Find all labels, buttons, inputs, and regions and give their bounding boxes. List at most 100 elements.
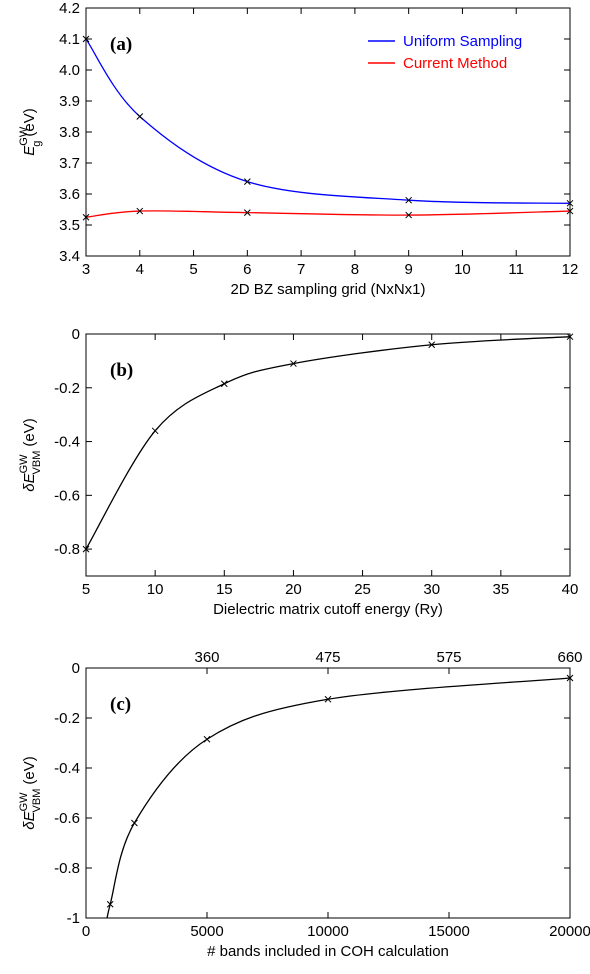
x-tick-label: 8: [351, 261, 359, 278]
x-tick-label: 3: [82, 261, 90, 278]
chart-panel-1: 3 4 5 6 7 8 9 10 11 12 3.4 3.5 3.6 3.7 3.8 3.9 4.0 4.1 4.2…: [18, 0, 578, 298]
x-tick-label: 40: [562, 581, 579, 598]
y-tick-label: 3.6: [59, 186, 80, 203]
data-point: [243, 178, 251, 185]
series-line-1: [86, 336, 570, 550]
y-tick-label: 3.9: [59, 93, 80, 110]
y-tick-label: 4.1: [59, 31, 80, 48]
y-label-sup: GW: [18, 454, 30, 474]
panel-label: (c): [110, 694, 131, 715]
y-tick-label: -0.4: [54, 434, 80, 451]
x-tick-label: 9: [404, 261, 412, 278]
x-axis-label: # bands included in COH calculation: [207, 943, 449, 960]
x-tick-label: 35: [493, 581, 510, 598]
y-tick-label: 3.5: [59, 217, 80, 234]
data-point: [136, 207, 144, 215]
plot-frame: [85, 333, 571, 577]
data-point: [405, 211, 413, 219]
y-axis-label: EGWg (eV): [18, 108, 43, 155]
y-tick-label: -0.6: [54, 487, 80, 504]
y-label-main: E: [21, 145, 38, 156]
x-tick-label: 10000: [307, 923, 349, 940]
data-point: [131, 819, 138, 827]
top-tick-label: 575: [436, 649, 461, 666]
x-tick-label: 10: [147, 581, 164, 598]
series-line-2: [86, 210, 570, 218]
y-tick-label: -0.6: [54, 810, 80, 827]
y-tick-label: -0.8: [54, 541, 80, 558]
data-point: [566, 199, 574, 207]
data-point: [243, 209, 251, 216]
series-line-1: [106, 677, 570, 918]
y-label-unit: (eV): [21, 108, 38, 136]
x-tick-label: 15000: [428, 923, 470, 940]
x-tick-label: 5: [82, 581, 90, 598]
data-point: [566, 674, 574, 682]
x-tick-label: 15: [216, 581, 233, 598]
data-point: [136, 113, 144, 120]
top-tick-label: 660: [557, 649, 582, 666]
y-label-sub: VBM: [31, 789, 43, 813]
data-point: [290, 360, 297, 367]
y-tick-label: -0.4: [54, 760, 80, 777]
y-axis-label: δEGWVBM (eV): [18, 756, 43, 829]
y-tick-label: 3.4: [59, 248, 80, 265]
legend-label-1: Uniform Sampling: [403, 33, 522, 50]
x-axis-label: Dielectric matrix cutoff energy (Ry): [213, 601, 443, 618]
y-label-sub: VBM: [31, 451, 43, 475]
panel-label: (b): [110, 360, 133, 381]
data-point: [151, 427, 159, 435]
legend-label-2: Current Method: [403, 55, 507, 72]
x-tick-label: 6: [243, 261, 251, 278]
data-point: [106, 900, 114, 908]
data-point: [203, 735, 211, 743]
y-tick-label: 3.8: [59, 124, 80, 141]
x-tick-label: 12: [562, 261, 579, 278]
x-tick-label: 20: [285, 581, 302, 598]
y-label-unit: (eV): [21, 756, 38, 784]
data-point: [220, 380, 228, 388]
data-point: [566, 207, 574, 215]
chart-panel-2: 5 10 15 20 25 30 35 40 0 -0.2 -0.4 -0.6 -0.8 Dielectr…: [18, 326, 578, 618]
y-tick-label: -0.2: [54, 380, 80, 397]
y-label-sup: GW: [18, 126, 30, 146]
top-tick-label: 475: [315, 649, 340, 666]
x-tick-label: 10: [454, 261, 471, 278]
x-tick-label: 0: [82, 923, 90, 940]
x-tick-label: 4: [136, 261, 144, 278]
y-label-sub: g: [31, 141, 43, 147]
y-label-main: δE: [21, 810, 38, 829]
series-line-1: [86, 38, 570, 204]
y-tick-label: 0: [72, 326, 80, 343]
y-label-unit: (eV): [21, 418, 38, 446]
y-label-sup: GW: [18, 792, 30, 812]
x-tick-label: 20000: [549, 923, 590, 940]
y-tick-label: 4.0: [59, 62, 80, 79]
y-tick-label: -0.8: [54, 860, 80, 877]
data-point: [82, 35, 90, 43]
data-point: [82, 545, 90, 553]
x-tick-label: 5000: [190, 923, 223, 940]
data-point: [428, 341, 436, 349]
y-tick-label: 0: [72, 660, 80, 677]
y-tick-label: -0.2: [54, 710, 80, 727]
x-tick-label: 11: [508, 261, 524, 278]
x-tick-label: 30: [423, 581, 440, 598]
data-point: [566, 333, 574, 341]
panel-label: (a): [110, 34, 132, 55]
y-tick-label: -1: [67, 910, 80, 927]
data-point: [82, 213, 90, 221]
data-point: [324, 695, 332, 703]
x-axis-label: 2D BZ sampling grid (NxNx1): [230, 281, 425, 298]
y-axis-label: δEGWVBM (eV): [18, 418, 43, 491]
x-tick-label: 25: [354, 581, 371, 598]
chart-panel-3: 0 5000 10000 15000 20000 360 475 575 660 0 -0.2 -0.…: [18, 649, 590, 960]
x-tick-label: 7: [297, 261, 305, 278]
plot-frame: [85, 667, 571, 919]
y-label-main: δE: [21, 472, 38, 491]
y-tick-label: 3.7: [59, 155, 80, 172]
top-tick-label: 360: [194, 649, 219, 666]
y-tick-label: 4.2: [59, 0, 80, 17]
data-point: [405, 196, 413, 204]
